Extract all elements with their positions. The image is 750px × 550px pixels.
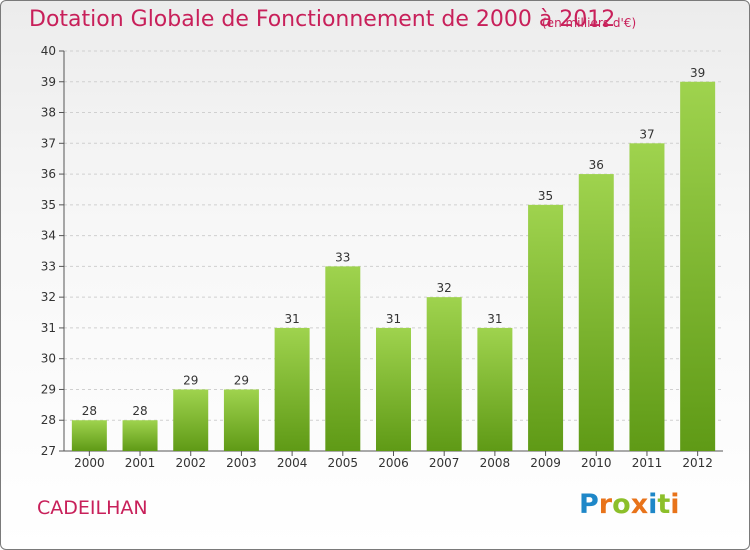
x-tick-label-2003: 2003: [226, 456, 257, 470]
chart-unit-note: (en milliers d'€): [542, 16, 637, 30]
data-label-2004: 31: [284, 312, 299, 326]
logo-letter: i: [648, 489, 658, 520]
data-label-2011: 37: [639, 127, 654, 141]
labels: 28 28 29 29 31 33 31 32 31 35 36 37 39: [82, 66, 706, 418]
logo-letter: i: [670, 489, 680, 520]
x-tick-label-2009: 2009: [530, 456, 561, 470]
logo-letter: x: [630, 489, 649, 520]
data-label-2006: 31: [386, 312, 401, 326]
bar-2003: [223, 389, 259, 451]
x-tick-label-2000: 2000: [74, 456, 105, 470]
x-tick-label-2010: 2010: [581, 456, 612, 470]
y-tick-label: 28: [41, 413, 56, 427]
bar-2009: [528, 204, 564, 451]
logo-letter: o: [612, 489, 631, 520]
y-tick-label: 39: [41, 75, 56, 89]
logo-letter: t: [657, 489, 671, 520]
y-tick-label: 33: [41, 259, 56, 273]
bar-2004: [274, 327, 310, 451]
x-tick-label-2011: 2011: [632, 456, 663, 470]
data-label-2007: 32: [437, 281, 452, 295]
bar-2010: [578, 174, 614, 452]
x-tick-label-2012: 2012: [682, 456, 713, 470]
x-tick-label-2002: 2002: [175, 456, 206, 470]
x-tick-label-2004: 2004: [277, 456, 308, 470]
y-tick-label: 32: [41, 290, 56, 304]
bar-2002: [173, 389, 209, 451]
y-tick-label: 31: [41, 321, 56, 335]
data-label-2008: 31: [487, 312, 502, 326]
bar-2000: [71, 420, 107, 451]
bar-2006: [376, 327, 411, 451]
bar-2011: [629, 143, 665, 452]
x-tick-label-2006: 2006: [378, 456, 409, 470]
y-tick-label: 37: [41, 136, 56, 150]
y-tick-label: 40: [41, 44, 56, 58]
data-label-2010: 36: [589, 158, 604, 172]
x-tick-label-2007: 2007: [429, 456, 460, 470]
y-tick-label: 35: [41, 198, 56, 212]
commune-name: CADEILHAN: [37, 497, 148, 519]
y-tick-label: 36: [41, 167, 56, 181]
bar-2008: [477, 327, 513, 451]
proxiti-logo[interactable]: Proxiti: [579, 489, 691, 529]
y-tick-label: 29: [41, 382, 56, 396]
x-tick-label-2008: 2008: [480, 456, 511, 470]
logo-letter: r: [598, 489, 613, 520]
bar-2005: [325, 266, 361, 451]
x-tick-label-2005: 2005: [328, 456, 359, 470]
data-label-2003: 29: [234, 373, 249, 387]
chart-title: Dotation Globale de Fonctionnement de 20…: [29, 7, 616, 32]
y-tick-label: 34: [41, 229, 56, 243]
bar-2007: [426, 297, 462, 451]
bar-2012: [680, 81, 716, 452]
data-label-2002: 29: [183, 373, 198, 387]
data-label-2000: 28: [82, 404, 97, 418]
bar-2001: [122, 420, 158, 451]
y-tick-label: 27: [41, 444, 56, 458]
data-label-2001: 28: [132, 404, 147, 418]
logo-letter: P: [579, 489, 599, 520]
y-tick-label: 30: [41, 352, 56, 366]
axes: 27 28 29 30 31 32 33 34 35 36 37 38 39 40 2000 2001 2002…: [41, 44, 723, 470]
data-label-2012: 39: [690, 66, 705, 80]
data-label-2009: 35: [538, 189, 553, 203]
y-tick-label: 38: [41, 106, 56, 120]
bars: [71, 81, 716, 452]
data-label-2005: 33: [335, 250, 350, 264]
x-tick-label-2001: 2001: [125, 456, 156, 470]
